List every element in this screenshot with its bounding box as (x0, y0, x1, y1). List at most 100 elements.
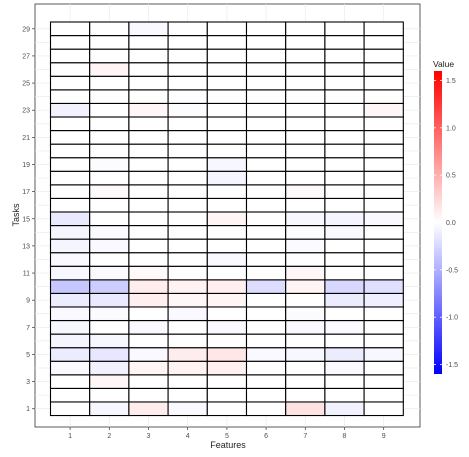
heatmap-cell (206, 116, 248, 132)
heatmap-cell (89, 292, 130, 308)
heatmap-cell (167, 401, 208, 417)
y-tick-label: 23 (22, 108, 30, 115)
heatmap-cell (89, 225, 130, 240)
legend-color-bar (434, 71, 442, 374)
heatmap-cell (49, 374, 91, 389)
heatmap-cell (128, 401, 169, 417)
heatmap-cell (167, 89, 208, 104)
heatmap-cell (89, 35, 130, 50)
heatmap-cell (89, 21, 130, 37)
heatmap-cell (49, 306, 91, 322)
heatmap-cell (324, 333, 365, 349)
heatmap-cell (128, 48, 169, 64)
heatmap-cell (49, 21, 91, 37)
heatmap-cell (363, 184, 404, 199)
heatmap-cell (363, 401, 404, 417)
heatmap-cell (363, 265, 404, 281)
heatmap-cell (128, 319, 169, 335)
heatmap-cell (89, 306, 130, 322)
heatmap-cell (206, 360, 248, 376)
heatmap-cell (49, 211, 91, 227)
heatmap-cell (49, 387, 91, 403)
heatmap-cell (245, 75, 287, 91)
heatmap-cell (245, 238, 287, 254)
legend-tick-label: 1.0 (446, 125, 456, 132)
heatmap-cell (49, 75, 91, 91)
heatmap-cell (49, 197, 91, 213)
heatmap-cell (245, 102, 287, 118)
heatmap-cell (167, 387, 208, 403)
heatmap-cell (363, 35, 404, 50)
heatmap-cell (206, 279, 248, 294)
heatmap-cell (285, 347, 326, 362)
heatmap-cell (89, 279, 130, 294)
heatmap-cell (206, 130, 248, 145)
heatmap-cell (128, 143, 169, 159)
heatmap-cell (285, 184, 326, 199)
heatmap-cell (285, 279, 326, 294)
heatmap-cell (49, 238, 91, 254)
y-tick-label: 3 (26, 379, 30, 386)
heatmap-cell (363, 143, 404, 159)
heatmap-cell (167, 102, 208, 118)
heatmap-cell (324, 116, 365, 132)
heatmap-cell (167, 197, 208, 213)
heatmap-cell (167, 252, 208, 267)
heatmap-cell (245, 89, 287, 104)
heatmap-cell (206, 197, 248, 213)
heatmap-cell (206, 89, 248, 104)
heatmap-cell (363, 170, 404, 186)
x-tick-label: 4 (186, 433, 190, 440)
heatmap-cell (167, 225, 208, 240)
legend-title: Value (433, 59, 454, 69)
heatmap-cell (363, 211, 404, 227)
heatmap-cell (49, 225, 91, 240)
heatmap-cell (89, 184, 130, 199)
heatmap-cell (206, 143, 248, 159)
heatmap-cell (206, 347, 248, 362)
x-tick-label: 6 (264, 433, 268, 440)
heatmap-cell (206, 238, 248, 254)
legend-tick-label: 1.5 (446, 78, 456, 85)
heatmap-cell (89, 75, 130, 91)
heatmap-cell (285, 319, 326, 335)
heatmap-cell (285, 21, 326, 37)
heatmap-cell (89, 374, 130, 389)
heatmap-cell (245, 387, 287, 403)
heatmap-cell (363, 21, 404, 37)
heatmap-cell (89, 238, 130, 254)
heatmap-cell (206, 211, 248, 227)
heatmap-cell (245, 252, 287, 267)
y-tick-label: 5 (26, 352, 30, 359)
heatmap-cell (324, 306, 365, 322)
heatmap-cell (206, 102, 248, 118)
heatmap-cell (324, 292, 365, 308)
heatmap-cell (167, 238, 208, 254)
heatmap-cell (167, 157, 208, 172)
y-tick-label: 7 (26, 325, 30, 332)
heatmap-cell (324, 143, 365, 159)
heatmap-cell (324, 62, 365, 77)
x-tick-label: 7 (303, 433, 307, 440)
heatmap-cell (285, 225, 326, 240)
heatmap-cell (128, 292, 169, 308)
heatmap-cell (363, 116, 404, 132)
heatmap-cell (245, 157, 287, 172)
heatmap-cell (89, 197, 130, 213)
x-tick-label: 2 (107, 433, 111, 440)
color-legend: Value -1.5 -1.0 -0.5 0.0 0.5 1.0 1.5 (433, 59, 458, 374)
heatmap-cell (89, 62, 130, 77)
heatmap-cell (324, 279, 365, 294)
heatmap-cell (206, 292, 248, 308)
x-tick-label: 1 (68, 433, 72, 440)
heatmap-cell (324, 347, 365, 362)
y-tick-label: 11 (23, 271, 30, 278)
heatmap-cell (128, 265, 169, 281)
heatmap-cells (49, 21, 404, 417)
y-tick-label: 13 (22, 243, 30, 250)
heatmap-cell (285, 48, 326, 64)
heatmap-cell (206, 62, 248, 77)
heatmap-cell (206, 184, 248, 199)
heatmap-cell (245, 170, 287, 186)
heatmap-cell (245, 225, 287, 240)
